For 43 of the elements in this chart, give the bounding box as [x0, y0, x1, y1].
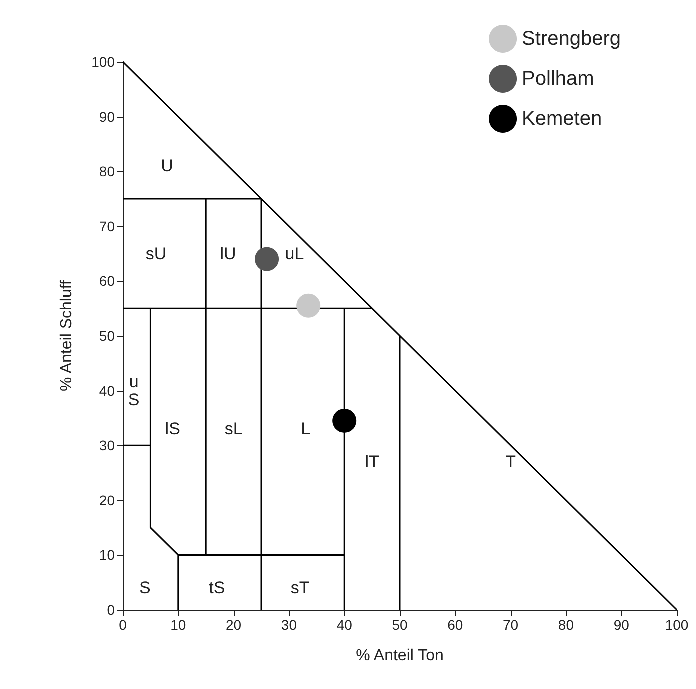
- x-tick-label: 20: [226, 617, 242, 633]
- x-tick-label: 70: [503, 617, 519, 633]
- y-tick-label: 50: [99, 328, 116, 344]
- y-tick-label: 0: [107, 602, 116, 618]
- annotation: U: [161, 156, 174, 176]
- annotation: sU: [146, 244, 167, 264]
- y-tick-label: 40: [99, 382, 116, 399]
- x-tick-label: 10: [170, 617, 186, 633]
- annotation: lS: [165, 420, 180, 439]
- x-tick-label: 0: [119, 617, 128, 633]
- point: [296, 294, 321, 318]
- legend-label: Strengberg: [522, 28, 622, 50]
- legend-label: Kemeten: [522, 108, 602, 130]
- x-tick-label: 60: [448, 617, 464, 633]
- annotation: tS: [209, 578, 226, 598]
- point: [332, 408, 357, 433]
- annotation: S: [139, 578, 151, 598]
- y-tick-label: 10: [99, 547, 116, 564]
- x-tick-label: 80: [558, 617, 574, 633]
- annotation: sL: [224, 420, 243, 439]
- x-tick-label: 40: [336, 617, 353, 633]
- annotation: u S: [128, 372, 140, 410]
- annotation: lT: [365, 452, 380, 472]
- y-tick-label: 30: [99, 438, 116, 454]
- x-axis-title: % Anteil Ton: [356, 648, 444, 664]
- y-tick-label: 90: [99, 108, 116, 125]
- annotation: L: [301, 420, 311, 439]
- legend-label: Pollham: [522, 68, 594, 90]
- x-tick-label: 50: [392, 617, 408, 633]
- x-tick-label: 100: [665, 617, 689, 633]
- y-tick-label: 70: [99, 218, 116, 234]
- x-tick-label: 90: [614, 617, 630, 633]
- y-tick-label: 100: [92, 54, 116, 70]
- y-axis-title: % Anteil Schluff: [58, 280, 76, 392]
- y-tick-label: 60: [99, 273, 116, 290]
- annotation: uL: [285, 244, 304, 264]
- annotation: lU: [220, 244, 236, 264]
- annotation: T: [506, 452, 516, 472]
- y-tick-label: 20: [99, 492, 116, 508]
- point: [255, 247, 280, 272]
- x-tick-label: 30: [281, 617, 298, 633]
- y-tick-label: 80: [99, 164, 116, 180]
- annotation: sT: [290, 578, 310, 598]
